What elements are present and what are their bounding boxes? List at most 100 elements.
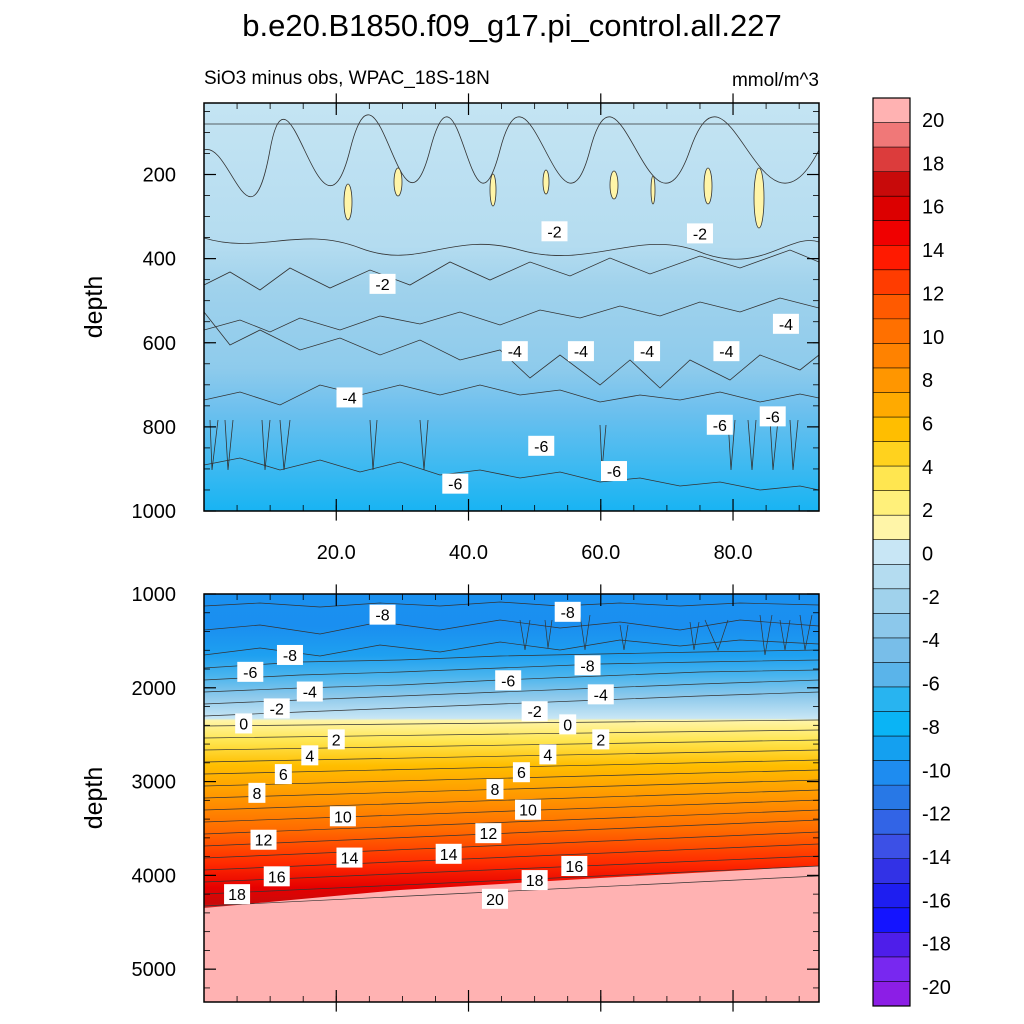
contour-label-box (329, 806, 356, 827)
colorbar-swatch (873, 956, 910, 982)
contour-label-box (541, 221, 568, 242)
colorbar-swatch (873, 760, 910, 786)
contour-label: 16 (263, 866, 290, 887)
contour-label-box (634, 341, 661, 362)
colorbar-tick-label: -14 (922, 847, 951, 869)
contour-label: 12 (250, 829, 277, 850)
contour-label: -4 (501, 341, 528, 362)
positive-patch (542, 169, 550, 195)
contour-label-box (559, 714, 577, 735)
chart-units: mmol/m^3 (732, 70, 819, 91)
chart-title: b.e20.B1850.f09_g17.pi_control.all.227 (242, 8, 782, 43)
colorbar-swatch (873, 466, 910, 491)
positive-patch (609, 170, 619, 200)
contour-label-text: -6 (243, 665, 257, 682)
colorbar-tick-label: 16 (922, 197, 944, 219)
contour-label-text: 18 (526, 873, 544, 890)
contour-label-box (601, 461, 627, 482)
lower-contour-line (204, 729, 819, 739)
colorbar-swatch (873, 269, 910, 295)
contour-label: -6 (237, 661, 264, 682)
colorbar-swatch (873, 785, 910, 810)
contour-label: -2 (541, 221, 568, 242)
colorbar-swatch (873, 392, 910, 418)
contour-label-box (759, 406, 786, 427)
contour-label-box (528, 435, 555, 456)
upper-contour-line (204, 237, 819, 260)
contour-label-box (237, 661, 264, 682)
contour-label-box (276, 644, 303, 665)
contour-label-box (327, 729, 345, 750)
contour-label-text: 14 (440, 847, 458, 864)
contour-label-box (296, 681, 323, 702)
contour-label: -6 (495, 670, 522, 691)
contour-label-text: 16 (565, 859, 583, 876)
upper-xtick-label: 20.0 (317, 542, 356, 564)
contour-label: 18 (521, 870, 548, 891)
lower-contour-line (204, 769, 819, 787)
positive-patch (753, 167, 765, 229)
contour-label: 6 (512, 762, 530, 783)
contour-label-text: 20 (486, 892, 504, 909)
contour-label-box (574, 655, 601, 676)
contour-label-text: -8 (283, 648, 297, 665)
contour-label: -8 (574, 655, 601, 676)
contour-label: 8 (248, 782, 266, 803)
lower-contour-line (204, 691, 819, 717)
contour-label-text: -2 (528, 704, 542, 721)
lower-contour-line (519, 614, 813, 656)
contour-label-text: 14 (341, 851, 359, 868)
colorbar-swatch (873, 736, 910, 761)
colorbar-swatch (873, 858, 910, 884)
colorbar-swatch (873, 883, 910, 909)
contour-label: -4 (336, 387, 363, 408)
colorbar-swatch (873, 981, 910, 1007)
lower-ytick-label: 4000 (132, 865, 177, 887)
contour-label-text: -4 (779, 317, 793, 334)
colorbar-tick-label: -8 (922, 717, 940, 739)
contour-label-text: 2 (596, 732, 605, 749)
colorbar-swatch (873, 196, 910, 222)
contour-label-text: 8 (252, 786, 261, 803)
positive-patch (343, 183, 353, 221)
contour-label-box (435, 843, 462, 864)
upper-contour-line (204, 249, 819, 291)
colorbar-tick-label: -20 (922, 977, 951, 999)
lower-contour-line (204, 601, 819, 608)
colorbar-tick-label: 6 (922, 413, 933, 435)
contour-label-box (486, 779, 504, 800)
contour-label: -2 (263, 698, 290, 719)
contour-label: 4 (301, 745, 319, 766)
colorbar-swatch (873, 809, 910, 835)
colorbar-swatch (873, 564, 910, 590)
contour-label: -2 (686, 223, 713, 244)
colorbar-swatch (873, 220, 910, 246)
colorbar-tick-label: 0 (922, 544, 933, 566)
contour-label-box (336, 387, 363, 408)
upper-y-axis: 200 400 600 800 1000 (132, 111, 819, 523)
contour-label-box (250, 829, 277, 850)
colorbar-tick-label: 20 (922, 110, 944, 132)
lower-contour-line (204, 855, 819, 883)
contour-label-box (539, 744, 557, 765)
upper-contour-line (204, 457, 819, 491)
colorbar-tick-label: 8 (922, 370, 933, 392)
colorbar-swatch (873, 613, 910, 639)
upper-ytick-label: 1000 (132, 501, 177, 523)
contour-label: -2 (521, 701, 548, 722)
colorbar-swatch (873, 417, 910, 442)
upper-contour-line (204, 384, 819, 406)
contour-label-text: -4 (303, 685, 317, 702)
contour-label-text: -6 (534, 439, 548, 456)
contour-label: 14 (336, 847, 363, 868)
contour-label: 20 (481, 888, 508, 909)
colorbar-tick-label: -12 (922, 804, 951, 826)
upper-xtick-label: 60.0 (581, 542, 620, 564)
contour-label-text: -8 (561, 605, 575, 622)
contour-label-text: -4 (508, 344, 522, 361)
contour-label-box (336, 847, 363, 868)
contour-label-text: -4 (574, 344, 588, 361)
chart-subtitle: SiO3 minus obs, WPAC_18S-18N (204, 68, 490, 89)
